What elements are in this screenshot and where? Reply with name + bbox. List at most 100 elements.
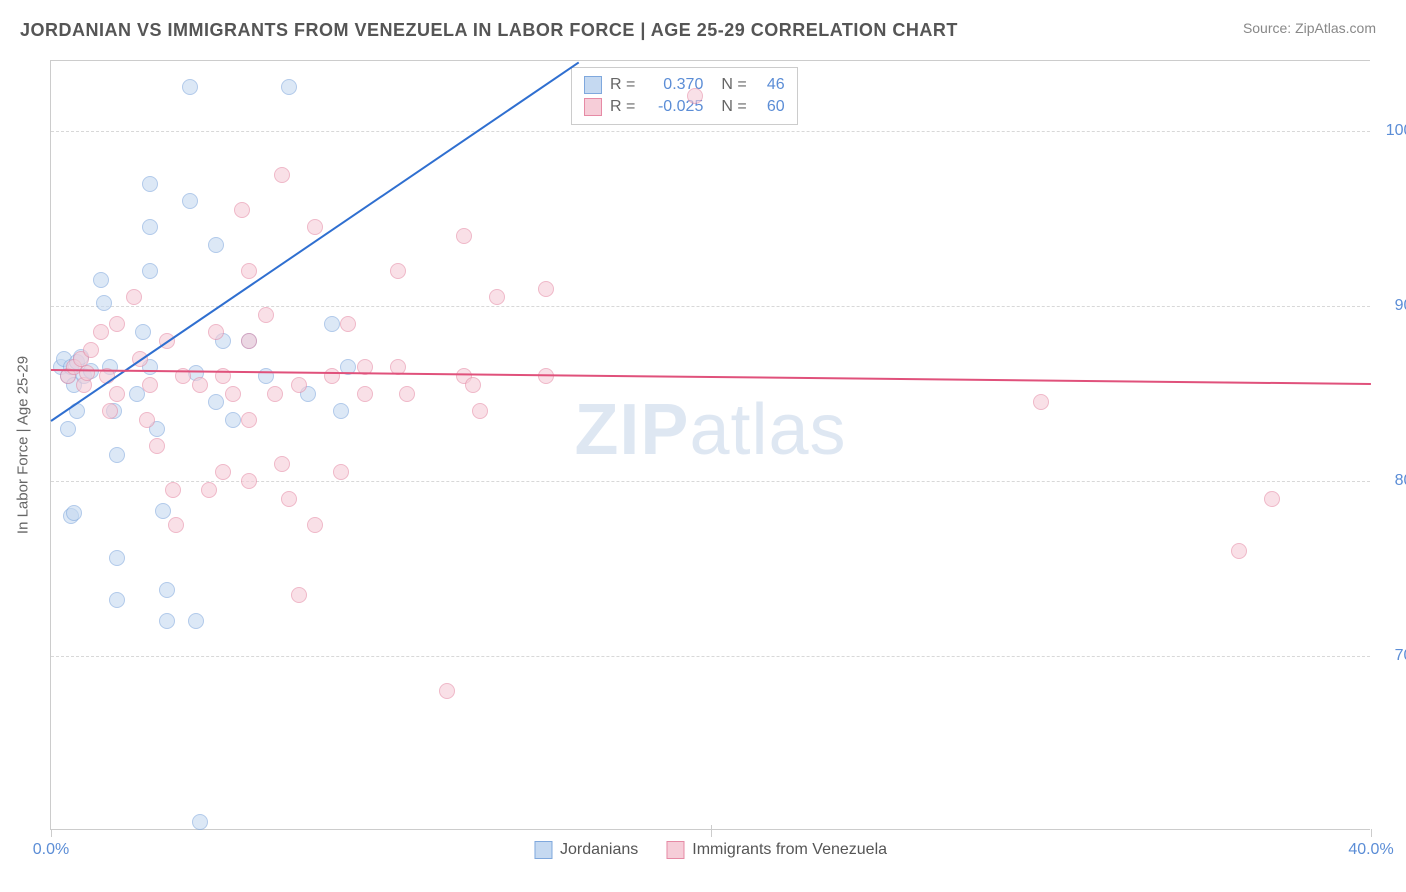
data-point bbox=[126, 289, 142, 305]
data-point bbox=[241, 473, 257, 489]
legend-swatch bbox=[584, 76, 602, 94]
data-point bbox=[208, 237, 224, 253]
data-point bbox=[340, 316, 356, 332]
stats-row: R =0.370N =46 bbox=[584, 74, 785, 96]
y-tick-label: 80.0% bbox=[1380, 472, 1406, 490]
data-point bbox=[1264, 491, 1280, 507]
data-point bbox=[274, 456, 290, 472]
data-point bbox=[439, 683, 455, 699]
data-point bbox=[139, 412, 155, 428]
trend-line bbox=[50, 61, 579, 421]
data-point bbox=[109, 316, 125, 332]
data-point bbox=[333, 403, 349, 419]
data-point bbox=[93, 272, 109, 288]
watermark-bold: ZIP bbox=[574, 390, 689, 470]
data-point bbox=[241, 333, 257, 349]
data-point bbox=[142, 263, 158, 279]
data-point bbox=[1231, 543, 1247, 559]
gridline bbox=[51, 656, 1370, 657]
data-point bbox=[307, 219, 323, 235]
legend-item: Immigrants from Venezuela bbox=[666, 841, 887, 859]
data-point bbox=[192, 814, 208, 830]
y-tick-label: 70.0% bbox=[1380, 647, 1406, 665]
watermark-rest: atlas bbox=[689, 390, 846, 470]
data-point bbox=[149, 438, 165, 454]
gridline bbox=[51, 306, 1370, 307]
stat-n-label: N = bbox=[721, 98, 746, 116]
data-point bbox=[109, 550, 125, 566]
data-point bbox=[1033, 394, 1049, 410]
y-axis-label: In Labor Force | Age 25-29 bbox=[15, 356, 32, 534]
data-point bbox=[155, 503, 171, 519]
legend-swatch bbox=[666, 841, 684, 859]
data-point bbox=[291, 587, 307, 603]
data-point bbox=[333, 464, 349, 480]
data-point bbox=[538, 281, 554, 297]
data-point bbox=[192, 377, 208, 393]
trend-line bbox=[51, 369, 1371, 385]
data-point bbox=[96, 295, 112, 311]
legend-swatch bbox=[534, 841, 552, 859]
legend-item: Jordanians bbox=[534, 841, 638, 859]
data-point bbox=[258, 307, 274, 323]
chart-title: JORDANIAN VS IMMIGRANTS FROM VENEZUELA I… bbox=[20, 20, 958, 41]
data-point bbox=[687, 88, 703, 104]
stat-r-label: R = bbox=[610, 76, 635, 94]
data-point bbox=[102, 403, 118, 419]
data-point bbox=[324, 368, 340, 384]
data-point bbox=[456, 228, 472, 244]
data-point bbox=[291, 377, 307, 393]
stats-row: R =-0.025N =60 bbox=[584, 96, 785, 118]
stat-r-label: R = bbox=[610, 98, 635, 116]
watermark: ZIPatlas bbox=[574, 389, 846, 471]
stat-n-label: N = bbox=[721, 76, 746, 94]
data-point bbox=[66, 505, 82, 521]
data-point bbox=[201, 482, 217, 498]
y-tick-label: 100.0% bbox=[1380, 122, 1406, 140]
data-point bbox=[215, 464, 231, 480]
x-tick bbox=[51, 829, 52, 837]
data-point bbox=[135, 324, 151, 340]
data-point bbox=[399, 386, 415, 402]
data-point bbox=[188, 613, 204, 629]
data-point bbox=[324, 316, 340, 332]
data-point bbox=[159, 582, 175, 598]
data-point bbox=[109, 447, 125, 463]
data-point bbox=[159, 613, 175, 629]
legend-label: Immigrants from Venezuela bbox=[692, 841, 887, 859]
data-point bbox=[182, 193, 198, 209]
data-point bbox=[241, 263, 257, 279]
data-point bbox=[93, 324, 109, 340]
x-tick-label: 0.0% bbox=[33, 841, 69, 859]
data-point bbox=[168, 517, 184, 533]
data-point bbox=[60, 421, 76, 437]
data-point bbox=[307, 517, 323, 533]
data-point bbox=[142, 377, 158, 393]
chart-legend: Jordanians Immigrants from Venezuela bbox=[534, 841, 887, 859]
data-point bbox=[225, 412, 241, 428]
source-attribution: Source: ZipAtlas.com bbox=[1243, 20, 1376, 36]
data-point bbox=[225, 386, 241, 402]
data-point bbox=[281, 491, 297, 507]
gridline bbox=[51, 131, 1370, 132]
data-point bbox=[465, 377, 481, 393]
data-point bbox=[109, 592, 125, 608]
x-tick-label: 40.0% bbox=[1348, 841, 1393, 859]
data-point bbox=[83, 342, 99, 358]
data-point bbox=[208, 324, 224, 340]
legend-swatch bbox=[584, 98, 602, 116]
data-point bbox=[165, 482, 181, 498]
data-point bbox=[241, 412, 257, 428]
data-point bbox=[208, 394, 224, 410]
data-point bbox=[109, 386, 125, 402]
data-point bbox=[489, 289, 505, 305]
data-point bbox=[274, 167, 290, 183]
legend-label: Jordanians bbox=[560, 841, 638, 859]
correlation-stats-box: R =0.370N =46R =-0.025N =60 bbox=[571, 67, 798, 125]
scatter-chart: In Labor Force | Age 25-29 ZIPatlas R =0… bbox=[50, 60, 1370, 830]
data-point bbox=[472, 403, 488, 419]
y-tick-label: 90.0% bbox=[1380, 297, 1406, 315]
data-point bbox=[142, 219, 158, 235]
data-point bbox=[390, 263, 406, 279]
data-point bbox=[79, 365, 95, 381]
